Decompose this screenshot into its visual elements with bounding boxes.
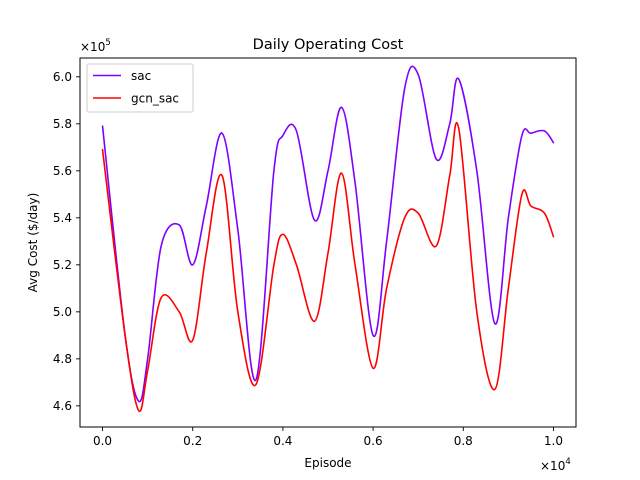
series-layer (101, 65, 555, 413)
x-tick-label: 0.2 (183, 434, 202, 448)
legend-label-gcn-sac: gcn_sac (131, 92, 179, 106)
legend-label-sac: sac (131, 69, 151, 83)
x-tick-label: 0.4 (273, 434, 292, 448)
chart-title: Daily Operating Cost (253, 37, 404, 53)
series-line-gcn-sac (101, 121, 555, 413)
x-offset-base: ×10 (540, 459, 565, 473)
y-tick-label: 5.4 (53, 211, 72, 225)
y-axis-label: Avg Cost ($/day) (26, 193, 40, 293)
y-tick-label: 5.0 (53, 305, 72, 319)
legend: sac gcn_sac (86, 63, 194, 113)
y-tick-label: 5.6 (53, 164, 72, 178)
x-tick-label: 0.0 (93, 434, 112, 448)
y-offset-exp: 5 (105, 38, 110, 48)
y-axis: 4.6 4.8 5.0 5.2 5.4 5.6 5.8 6.0 (53, 70, 80, 413)
y-offset-text: ×105 (80, 38, 111, 54)
x-offset-exp: 4 (565, 457, 570, 467)
x-axis-label: Episode (304, 456, 351, 470)
y-tick-label: 4.6 (53, 399, 72, 413)
y-tick-label: 6.0 (53, 70, 72, 84)
x-axis: 0.0 0.2 0.4 0.6 0.8 1.0 (93, 427, 563, 448)
x-tick-label: 0.6 (364, 434, 383, 448)
x-tick-label: 0.8 (454, 434, 473, 448)
y-offset-base: ×10 (80, 40, 105, 54)
x-tick-label: 1.0 (544, 434, 563, 448)
y-tick-label: 4.8 (53, 352, 72, 366)
series-line-sac (101, 65, 555, 403)
y-tick-label: 5.2 (53, 258, 72, 272)
x-offset-text: ×104 (540, 457, 571, 473)
y-tick-label: 5.8 (53, 117, 72, 131)
plot-frame (79, 57, 577, 428)
